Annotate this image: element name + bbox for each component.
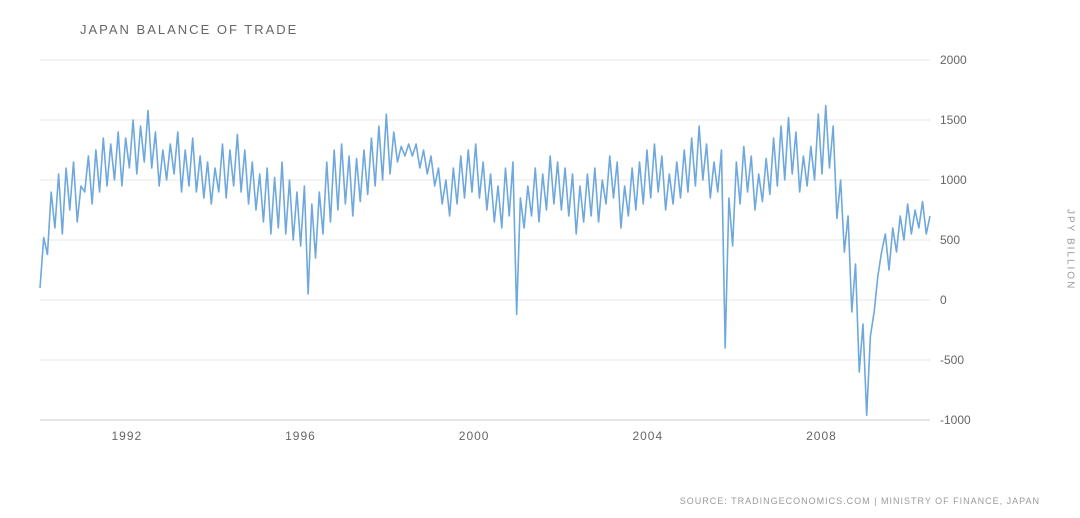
x-tick-label: 2008 [806, 429, 837, 443]
y-tick-label: 2000 [940, 53, 967, 67]
y-tick-label: 500 [940, 233, 960, 247]
chart-svg: -1000 -500 0 500 1000 1500 2000 1992 1996 2000 200… [30, 50, 990, 450]
chart-title: JAPAN BALANCE OF TRADE [80, 22, 298, 37]
x-tick-label: 1992 [111, 429, 142, 443]
y-tick-label: 0 [940, 293, 947, 307]
plot-area: -1000 -500 0 500 1000 1500 2000 1992 1996 2000 200… [30, 50, 990, 450]
y-tick-label: -500 [940, 353, 964, 367]
x-tick-label: 2000 [459, 429, 490, 443]
data-series-line [40, 106, 930, 416]
y-axis-title-wrap: JPY BILLION [1062, 50, 1078, 450]
source-attribution: SOURCE: TRADINGECONOMICS.COM | MINISTRY … [680, 496, 1040, 506]
x-tick-label: 1996 [285, 429, 316, 443]
y-tick-label: 1000 [940, 173, 967, 187]
y-tick-label: 1500 [940, 113, 967, 127]
y-axis-title: JPY BILLION [1065, 209, 1076, 290]
x-tick-label: 2004 [632, 429, 663, 443]
y-tick-label: -1000 [940, 413, 971, 427]
